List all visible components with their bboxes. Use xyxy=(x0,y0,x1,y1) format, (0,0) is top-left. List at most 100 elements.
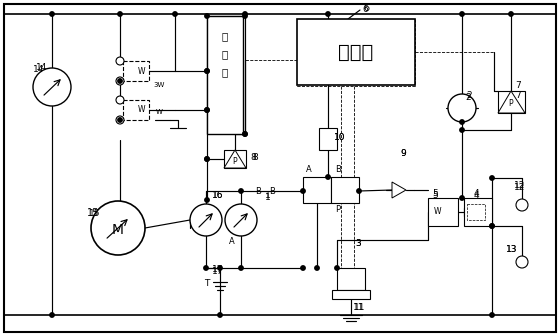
Text: 4: 4 xyxy=(473,190,479,199)
Circle shape xyxy=(243,12,247,16)
Circle shape xyxy=(357,189,361,193)
Text: 阀: 阀 xyxy=(222,67,228,77)
Bar xyxy=(224,150,246,168)
Circle shape xyxy=(33,68,71,106)
Circle shape xyxy=(190,204,222,236)
Circle shape xyxy=(205,69,209,73)
Circle shape xyxy=(301,266,305,270)
Bar xyxy=(467,204,485,220)
Circle shape xyxy=(116,57,124,65)
Text: 10: 10 xyxy=(334,133,346,142)
Bar xyxy=(464,198,492,226)
Bar xyxy=(332,290,370,299)
Text: P: P xyxy=(335,205,340,213)
Bar xyxy=(498,91,525,113)
Circle shape xyxy=(460,196,464,200)
Circle shape xyxy=(205,14,209,18)
Polygon shape xyxy=(392,182,406,198)
Polygon shape xyxy=(498,91,525,113)
Text: 8: 8 xyxy=(252,154,258,163)
Text: 10: 10 xyxy=(334,133,346,142)
Circle shape xyxy=(118,12,122,16)
Text: A: A xyxy=(229,238,235,247)
Circle shape xyxy=(490,176,494,180)
Circle shape xyxy=(50,12,54,16)
Circle shape xyxy=(243,132,247,136)
Text: 17: 17 xyxy=(212,265,224,275)
Text: B: B xyxy=(255,186,261,196)
Circle shape xyxy=(205,108,209,112)
Text: 15: 15 xyxy=(89,209,101,217)
Text: B: B xyxy=(269,186,275,196)
Circle shape xyxy=(205,157,209,161)
Text: W: W xyxy=(156,109,162,115)
Text: 17: 17 xyxy=(212,266,224,276)
Circle shape xyxy=(225,204,257,236)
Text: 3: 3 xyxy=(355,240,361,249)
Text: 13: 13 xyxy=(506,246,518,254)
Circle shape xyxy=(490,224,494,228)
Circle shape xyxy=(205,108,209,112)
Circle shape xyxy=(460,12,464,16)
Text: 16: 16 xyxy=(212,191,224,200)
Circle shape xyxy=(460,120,464,124)
Circle shape xyxy=(173,12,177,16)
Text: 7: 7 xyxy=(515,90,521,99)
Circle shape xyxy=(205,198,209,202)
Text: W: W xyxy=(434,208,442,216)
Bar xyxy=(337,268,365,290)
Circle shape xyxy=(218,313,222,317)
Circle shape xyxy=(490,224,494,228)
Text: 1: 1 xyxy=(265,193,271,202)
Text: 5: 5 xyxy=(432,190,438,199)
Text: 14: 14 xyxy=(36,64,48,73)
Bar xyxy=(319,128,337,150)
Circle shape xyxy=(116,96,124,104)
Circle shape xyxy=(204,266,208,270)
Text: 11: 11 xyxy=(354,303,366,312)
Text: 12: 12 xyxy=(514,183,526,193)
Text: 16: 16 xyxy=(212,191,224,200)
Circle shape xyxy=(490,313,494,317)
Text: 11: 11 xyxy=(353,303,365,312)
Bar xyxy=(123,100,149,120)
Text: 15: 15 xyxy=(87,208,99,218)
Text: B: B xyxy=(335,166,341,174)
Text: P: P xyxy=(233,157,237,166)
Text: 14: 14 xyxy=(33,66,45,75)
Text: A: A xyxy=(306,166,312,174)
Circle shape xyxy=(516,256,528,268)
Text: 6: 6 xyxy=(363,3,369,13)
Text: 12: 12 xyxy=(514,181,526,191)
Circle shape xyxy=(218,266,222,270)
Text: 控: 控 xyxy=(222,49,228,59)
Circle shape xyxy=(205,157,209,161)
Text: 4: 4 xyxy=(473,192,479,201)
Text: 2: 2 xyxy=(466,90,472,99)
Circle shape xyxy=(516,199,528,211)
Circle shape xyxy=(116,77,124,85)
Circle shape xyxy=(239,266,243,270)
Text: 8: 8 xyxy=(250,154,256,163)
Circle shape xyxy=(448,94,476,122)
Bar xyxy=(297,19,415,85)
Text: P: P xyxy=(508,99,514,109)
Circle shape xyxy=(335,266,339,270)
Text: T: T xyxy=(204,279,209,288)
Circle shape xyxy=(118,118,122,122)
Circle shape xyxy=(301,189,305,193)
Text: 7: 7 xyxy=(515,82,521,90)
Circle shape xyxy=(326,12,330,16)
Circle shape xyxy=(118,79,122,83)
Text: W: W xyxy=(137,67,144,76)
Polygon shape xyxy=(224,150,246,168)
Text: 6: 6 xyxy=(362,5,368,14)
Text: 3: 3 xyxy=(355,240,361,249)
Circle shape xyxy=(243,132,247,136)
Circle shape xyxy=(91,201,145,255)
Bar xyxy=(303,177,331,203)
Text: 3W: 3W xyxy=(153,82,165,88)
Circle shape xyxy=(326,175,330,179)
Text: 13: 13 xyxy=(506,246,518,254)
Text: 9: 9 xyxy=(400,149,406,158)
